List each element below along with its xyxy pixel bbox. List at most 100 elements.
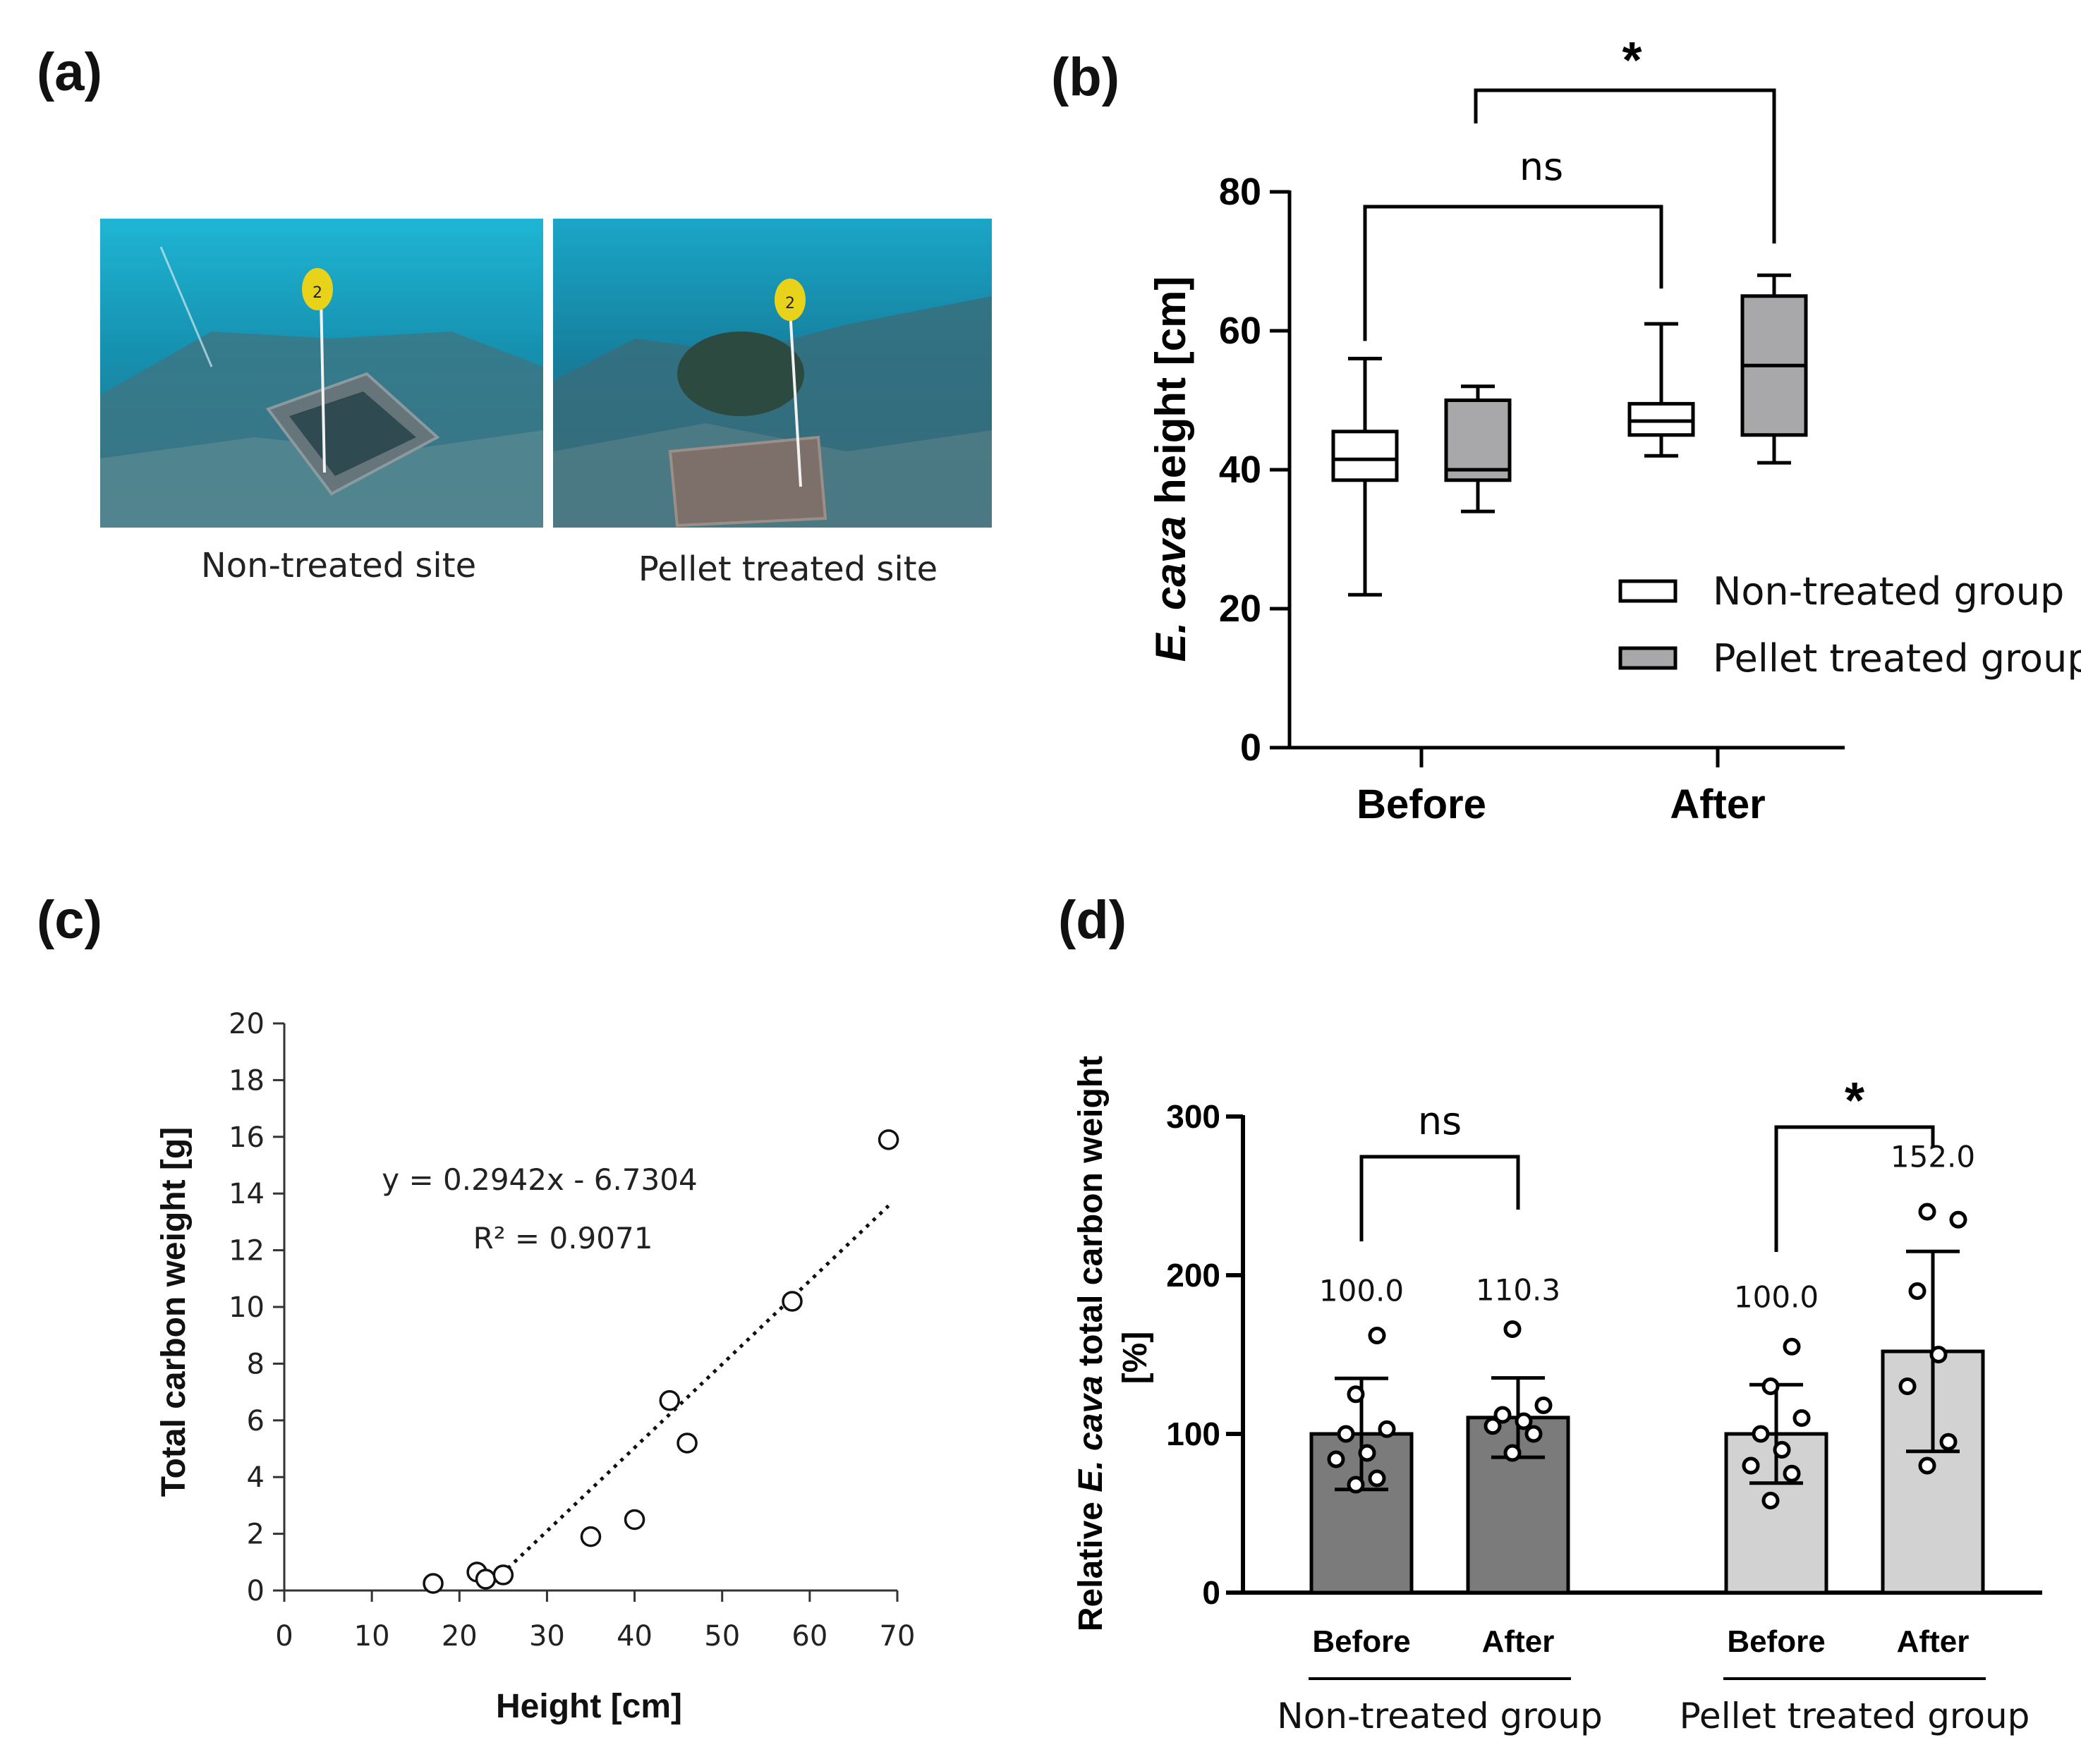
significance-label-star: * xyxy=(1622,32,1642,89)
significance-label-ns: ns xyxy=(1418,1099,1462,1143)
data-point xyxy=(1898,1377,1917,1395)
trendline xyxy=(493,1204,890,1583)
data-point xyxy=(1347,1476,1365,1494)
y-tick-label: 0 xyxy=(1240,726,1261,769)
scatter-axes: 0 2 4 6 8 10 12 14 16 18 20 0 10 20 30 40 50 60 70 xyxy=(229,1008,915,1653)
data-point xyxy=(1908,1282,1927,1300)
x-tick-label: Before xyxy=(1357,781,1486,827)
x-tick-label: 10 xyxy=(354,1620,390,1653)
box-plot-boxes xyxy=(1331,273,1808,597)
bar-chart: 0 100 200 300 100.0 Before 110.3 After 100.0 Bef… xyxy=(1072,1056,2042,1736)
panel-label-b: (b) xyxy=(1051,47,1120,107)
box-pellet-treated-group-before xyxy=(1444,384,1512,513)
y-tick-label: 20 xyxy=(1219,588,1261,630)
data-point xyxy=(624,1509,645,1531)
buoy-number: 2 xyxy=(785,295,795,312)
data-point xyxy=(1503,1320,1522,1338)
caption-non-treated-site: Non-treated site xyxy=(201,546,476,585)
y-tick-label: 60 xyxy=(1219,310,1261,352)
x-tick-label: 30 xyxy=(529,1620,565,1653)
data-point xyxy=(1949,1210,1967,1229)
x-tick-label: 0 xyxy=(275,1620,293,1653)
y-tick-label: 4 xyxy=(247,1461,265,1494)
data-point xyxy=(1929,1346,1948,1363)
data-point xyxy=(1368,1327,1386,1344)
x-tick-label: Before xyxy=(1312,1624,1410,1659)
significance-bracket-star xyxy=(1474,88,1776,244)
box-plot: 0 20 40 60 80 Before After ns * Non-treated gro… xyxy=(1147,32,2081,827)
x-tick-label: 50 xyxy=(704,1620,740,1653)
data-point xyxy=(1761,1492,1780,1509)
data-point xyxy=(1939,1433,1958,1451)
scatter-x-axis-label: Height [cm] xyxy=(496,1688,682,1725)
scatter-points xyxy=(423,1129,899,1594)
data-point xyxy=(1347,1385,1365,1404)
y-tick-label: 12 xyxy=(229,1235,265,1267)
bar-chart-y-axis-label: Relative E. cava total carbon weight xyxy=(1072,1056,1110,1631)
data-point xyxy=(1515,1412,1533,1430)
data-point xyxy=(1792,1409,1811,1427)
buoy-number: 2 xyxy=(313,284,322,302)
box-pellet-treated-group-after xyxy=(1740,273,1808,465)
data-point xyxy=(1524,1425,1543,1443)
box-non-treated-group-before xyxy=(1331,356,1399,597)
data-point xyxy=(1503,1444,1522,1462)
scatter-plot: 0 2 4 6 8 10 12 14 16 18 20 0 10 20 30 40 50 60 70 y = 0.2… xyxy=(155,1008,915,1725)
x-tick-label: After xyxy=(1897,1624,1970,1659)
box-iqr xyxy=(1444,399,1512,482)
y-tick-label: 300 xyxy=(1166,1098,1220,1135)
y-tick-label: 200 xyxy=(1166,1257,1220,1294)
x-tick-label: 60 xyxy=(791,1620,827,1653)
y-tick-label: 18 xyxy=(229,1064,265,1097)
data-point xyxy=(1752,1425,1770,1443)
caption-pellet-treated-site: Pellet treated site xyxy=(638,549,938,589)
data-point xyxy=(1761,1377,1780,1395)
data-point xyxy=(1368,1469,1386,1488)
box-plot-legend: Non-treated group Pellet treated group xyxy=(1618,569,2081,681)
data-point xyxy=(1337,1425,1355,1443)
legend-label: Non-treated group xyxy=(1713,569,2064,614)
trendline-equation: y = 0.2942x - 6.7304 xyxy=(382,1162,697,1197)
y-tick-label: 20 xyxy=(229,1008,265,1040)
y-tick-label: 8 xyxy=(247,1348,265,1380)
scatter-y-axis-label: Total carbon weight [g] xyxy=(155,1127,193,1497)
panel-label-a: (a) xyxy=(37,42,102,102)
buoy xyxy=(302,268,333,310)
box-plot-significance: ns * xyxy=(1363,32,1776,341)
significance-bracket-star xyxy=(1774,1125,1935,1252)
data-point xyxy=(1493,1406,1512,1424)
data-point xyxy=(580,1526,602,1547)
data-point xyxy=(782,1291,803,1312)
x-tick-label: After xyxy=(1482,1624,1555,1659)
data-point xyxy=(1534,1397,1553,1414)
y-tick-label: 40 xyxy=(1219,449,1261,491)
data-point xyxy=(1918,1456,1936,1475)
box-non-treated-group-after xyxy=(1627,322,1695,458)
bar-chart-y-axis-label-unit: [%] xyxy=(1117,1332,1154,1385)
r-squared: R² = 0.9071 xyxy=(473,1221,653,1255)
x-tick-label: Before xyxy=(1727,1624,1825,1659)
significance-label-ns: ns xyxy=(1519,145,1563,189)
data-point xyxy=(1484,1417,1502,1435)
data-point xyxy=(1327,1450,1345,1468)
data-point xyxy=(1378,1420,1396,1438)
y-tick-label: 10 xyxy=(229,1291,265,1324)
y-tick-label: 14 xyxy=(229,1178,265,1210)
data-point xyxy=(659,1389,680,1411)
bar-non-treated-group-before: 100.0 Before xyxy=(1309,1273,1414,1659)
significance-bracket-ns xyxy=(1363,205,1663,341)
data-point xyxy=(1358,1444,1376,1462)
data-point xyxy=(423,1573,444,1594)
data-point xyxy=(1773,1441,1791,1459)
y-tick-label: 80 xyxy=(1219,171,1261,213)
bar-value-label: 100.0 xyxy=(1319,1273,1404,1308)
group-label: Non-treated group xyxy=(1277,1696,1602,1736)
x-tick-label: After xyxy=(1670,781,1765,827)
significance-label-star: * xyxy=(1845,1073,1864,1129)
group-label: Pellet treated group xyxy=(1680,1696,2030,1736)
data-point xyxy=(1783,1464,1801,1483)
data-point xyxy=(1918,1203,1936,1221)
legend-swatch xyxy=(1618,579,1677,603)
